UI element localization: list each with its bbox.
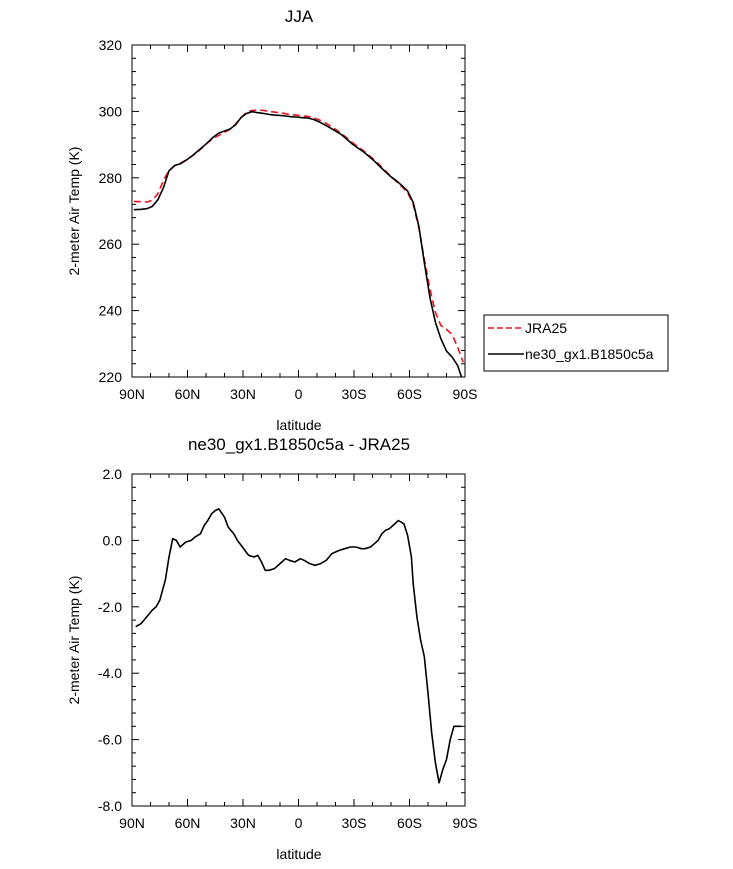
y-tick-label: 0.0 bbox=[103, 532, 123, 548]
legend-box bbox=[483, 314, 669, 372]
y-tick-label: -8.0 bbox=[98, 798, 122, 814]
legend-label-model: ne30_gx1.B1850c5a bbox=[525, 346, 654, 362]
y-tick-label: 280 bbox=[99, 170, 123, 186]
x-tick-label: 90S bbox=[453, 815, 478, 831]
y-tick-label: -6.0 bbox=[98, 732, 122, 748]
x-axis-label: latitude bbox=[276, 417, 321, 433]
legend: JRA25 ne30_gx1.B1850c5a bbox=[483, 314, 669, 372]
top-chart: JJA 90N 60N 30N 0 30S 60S 90S 220 240 260 280 300 32… bbox=[66, 7, 669, 433]
bottom-chart: ne30_gx1.B1850c5a - JRA25 90N 60N 30N 0 30S 6… bbox=[66, 435, 477, 862]
y-tick-label: -4.0 bbox=[98, 665, 122, 681]
x-tick-label: 60N bbox=[175, 386, 201, 402]
x-tick-label: 0 bbox=[295, 386, 303, 402]
x-tick-label: 90S bbox=[453, 386, 478, 402]
series-line-difference bbox=[135, 508, 462, 784]
chart-title: ne30_gx1.B1850c5a - JRA25 bbox=[188, 435, 410, 454]
x-tick-label: 30S bbox=[342, 386, 367, 402]
y-axis-label: 2-meter Air Temp (K) bbox=[66, 147, 82, 276]
x-tick-label: 60N bbox=[175, 815, 201, 831]
x-tick-label: 60S bbox=[397, 386, 422, 402]
y-tick-label: 2.0 bbox=[103, 466, 123, 482]
y-tick-label: -2.0 bbox=[98, 599, 122, 615]
legend-label-jra25: JRA25 bbox=[525, 320, 567, 336]
y-tick-label: 260 bbox=[99, 236, 123, 252]
series-line-ne30-gx1-b1850c5a bbox=[133, 110, 463, 377]
x-tick-label: 90N bbox=[119, 386, 145, 402]
y-tick-label: 300 bbox=[99, 103, 123, 119]
y-tick-label: 220 bbox=[99, 369, 123, 385]
x-tick-label: 90N bbox=[119, 815, 145, 831]
series-line-jra25 bbox=[133, 109, 464, 363]
x-tick-label: 30S bbox=[342, 815, 367, 831]
x-tick-label: 30N bbox=[230, 815, 256, 831]
plot-frame bbox=[131, 473, 466, 807]
x-tick-label: 0 bbox=[295, 815, 303, 831]
x-axis-label: latitude bbox=[276, 846, 321, 862]
x-tick-label: 30N bbox=[230, 386, 256, 402]
chart-title: JJA bbox=[285, 7, 314, 26]
y-axis-label: 2-meter Air Temp (K) bbox=[66, 576, 82, 705]
x-tick-label: 60S bbox=[397, 815, 422, 831]
y-tick-label: 320 bbox=[99, 37, 123, 53]
y-tick-label: 240 bbox=[99, 303, 123, 319]
